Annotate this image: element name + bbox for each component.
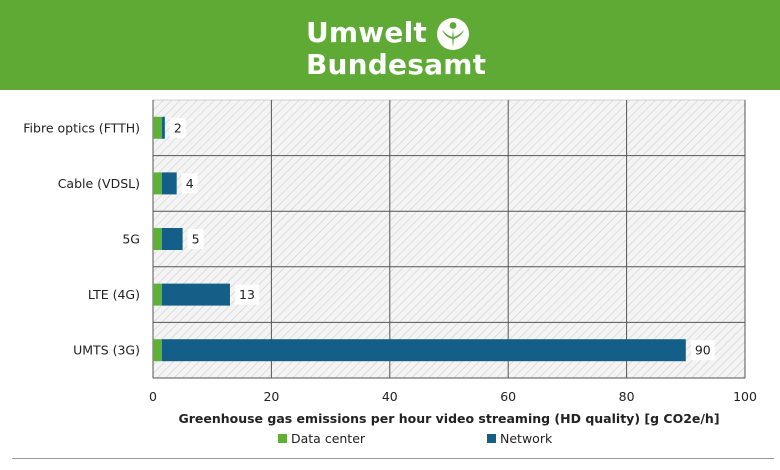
data-label-box [187,229,204,249]
bar-data-center [153,339,162,362]
legend-label-data-center: Data center [291,431,366,446]
bottom-divider [12,458,774,459]
bar-data-center [153,172,162,195]
plot-area [152,99,746,379]
data-label-box [234,284,259,305]
x-tick-label: 80 [619,389,635,404]
bar-network [161,228,183,250]
bar-data-center [153,116,162,139]
x-tick-label: 20 [263,389,279,404]
logo-text-line-2: Bundesamt [306,48,487,81]
bars [153,116,686,362]
grid-lines [152,100,746,379]
data-label-box [690,340,715,361]
x-tick-label: 40 [382,389,398,404]
x-tick-label: 0 [149,389,157,404]
y-category-label: Cable (VDSL) [58,176,140,191]
y-category-label: 5G [122,232,140,247]
data-label-box [169,117,186,138]
x-tick-label: 100 [733,389,757,404]
data-label: 5 [192,232,200,247]
legend-swatch-network [487,434,496,443]
x-tick-label: 60 [500,389,516,404]
labels: 0 20 40 60 80 100 Fibre optics (FTTH) 2 Cable (V… [23,117,757,404]
data-label: 90 [695,343,711,358]
legend: Data center Network [278,431,553,446]
bar-network [161,116,165,139]
bar-network [161,339,686,362]
umweltbundesamt-logo: Umwelt Bundesamt [306,14,491,84]
x-axis-title: Greenhouse gas emissions per hour video … [178,411,719,426]
legend-label-network: Network [500,431,553,446]
bar-network [161,172,177,195]
y-category-label: Fibre optics (FTTH) [23,120,140,135]
data-label-box [181,173,198,194]
y-category-label: LTE (4G) [88,287,140,302]
data-label: 13 [239,287,255,302]
bar-data-center [153,283,162,306]
brand-banner: Umwelt Bundesamt [0,0,780,90]
tree-figure-icon [437,18,469,50]
logo-text-line-1: Umwelt [306,16,427,49]
y-category-label: UMTS (3G) [73,343,140,358]
data-label: 4 [186,176,194,191]
bar-network [161,283,230,306]
data-label: 2 [174,120,182,135]
legend-swatch-data-center [278,434,287,443]
bar-data-center [153,228,162,250]
